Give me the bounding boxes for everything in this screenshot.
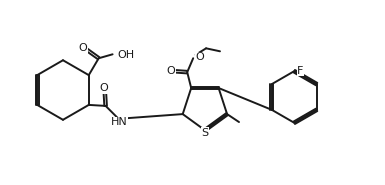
- Text: O: O: [99, 83, 108, 93]
- Text: O: O: [195, 52, 204, 62]
- Text: OH: OH: [117, 50, 135, 60]
- Text: O: O: [78, 43, 87, 53]
- Text: O: O: [167, 66, 176, 76]
- Text: F: F: [297, 66, 304, 76]
- Text: S: S: [201, 128, 208, 138]
- Text: HN: HN: [111, 117, 128, 127]
